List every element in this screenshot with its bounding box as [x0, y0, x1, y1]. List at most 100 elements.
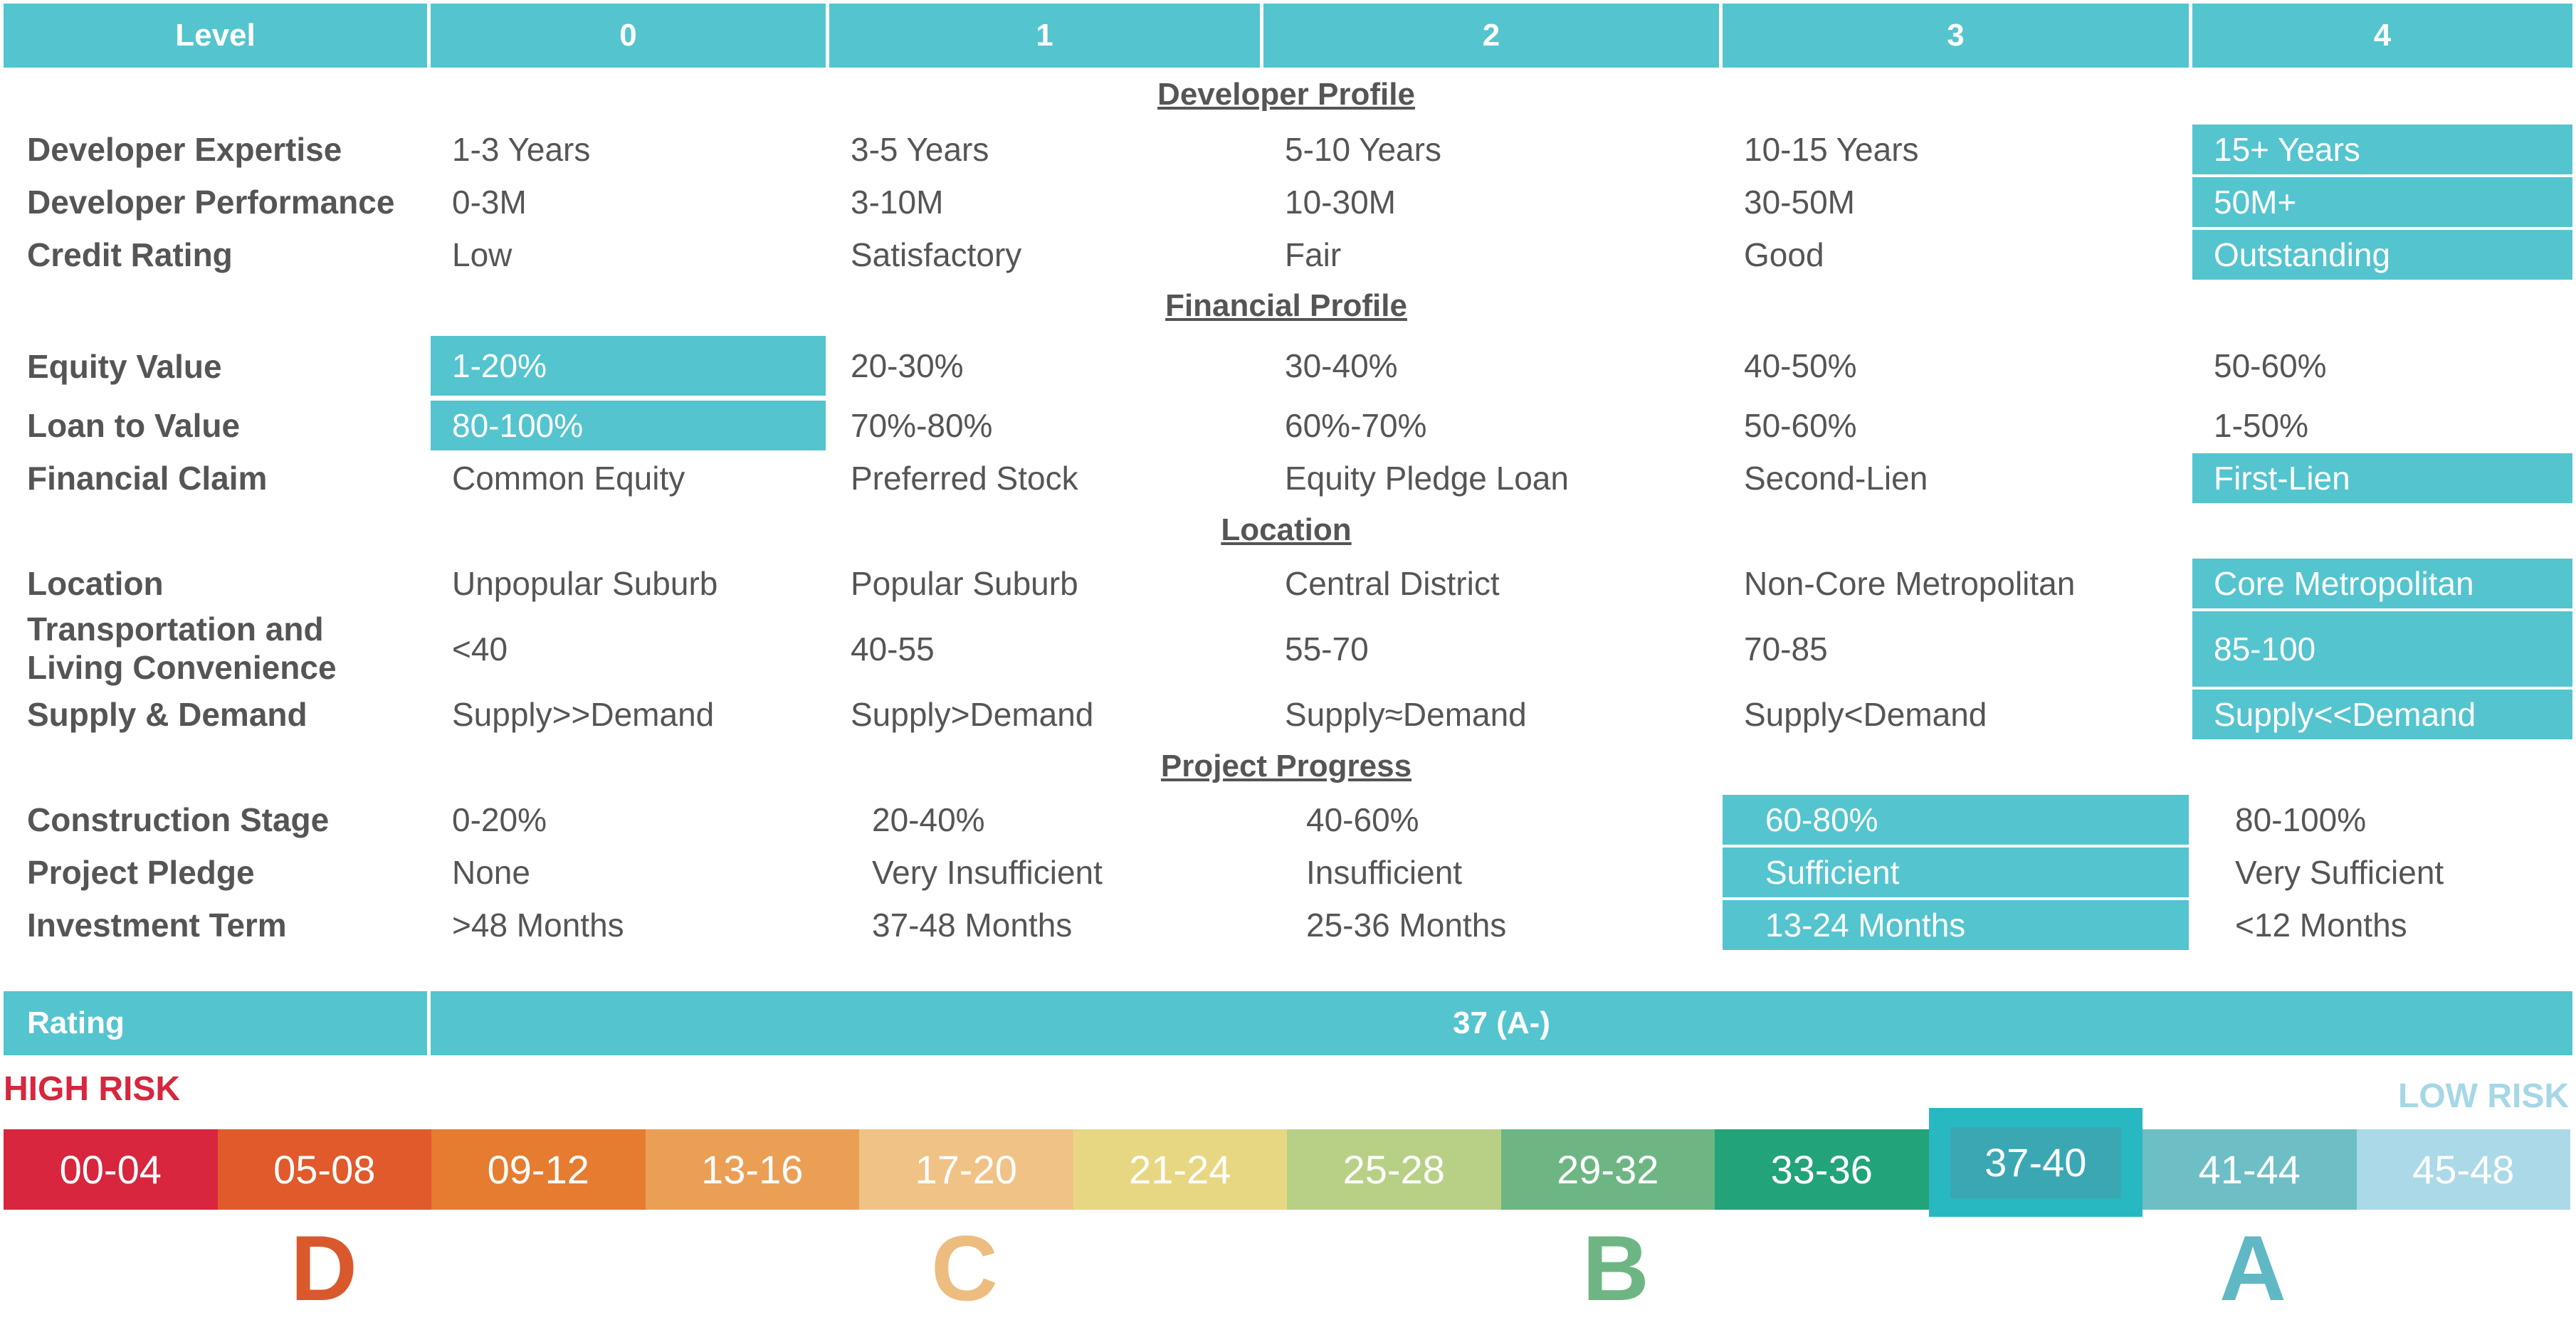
- level-cell: 70%-80%: [851, 407, 993, 444]
- level-cell: Popular Suburb: [851, 565, 1078, 602]
- level-cell: 3-10M: [851, 184, 944, 221]
- level-cell: Supply>Demand: [851, 696, 1094, 733]
- level-cell: 10-30M: [1285, 184, 1396, 221]
- level-cell: 40-60%: [1306, 801, 1419, 838]
- row-label: Financial Claim: [27, 460, 268, 497]
- level-cell-selected: 13-24 Months: [1723, 900, 2189, 950]
- scale-segment-current: 37-40: [1928, 1108, 2143, 1217]
- row-label: Transportation and: [27, 611, 324, 648]
- level-cell: 1-50%: [2214, 407, 2308, 444]
- level-cell-selected: Supply<<Demand: [2192, 690, 2572, 739]
- level-cell: Fair: [1285, 236, 1342, 273]
- level-cell: Non-Core Metropolitan: [1744, 565, 2076, 602]
- row-label: Project Pledge: [27, 854, 255, 891]
- section-location: Location: [1221, 512, 1352, 547]
- level-cell: Common Equity: [452, 460, 685, 497]
- row-label: Equity Value: [27, 348, 222, 385]
- level-cell: Insufficient: [1306, 854, 1463, 891]
- section-financial-profile: Financial Profile: [1165, 288, 1407, 323]
- scale-segment: 09-12: [431, 1129, 646, 1210]
- level-cell: Satisfactory: [851, 236, 1022, 273]
- level-cell: 80-100%: [2235, 801, 2367, 838]
- level-cell: 0-20%: [452, 801, 547, 838]
- level-cell: 50-60%: [1744, 407, 1857, 444]
- header-level-0: 0: [431, 4, 826, 68]
- row-label: Living Convenience: [27, 649, 337, 686]
- scale-segment-label: 37-40: [1950, 1126, 2121, 1198]
- level-cell: <12 Months: [2235, 907, 2407, 944]
- level-cell: Supply≈Demand: [1285, 696, 1527, 733]
- level-cell: Unpopular Suburb: [452, 565, 718, 602]
- level-cell: Very Sufficient: [2235, 854, 2444, 891]
- level-cell: 37-48 Months: [872, 907, 1073, 944]
- level-cell: 30-40%: [1285, 347, 1398, 384]
- level-cell: Good: [1744, 236, 1824, 273]
- level-cell: 40-55: [851, 630, 935, 667]
- level-cell: Preferred Stock: [851, 460, 1078, 497]
- level-cell-selected: 50M+: [2192, 177, 2572, 227]
- low-risk-label: LOW RISK: [2398, 1077, 2569, 1115]
- level-cell-selected: 1-20%: [431, 336, 826, 396]
- level-cell: 60%-70%: [1285, 407, 1427, 444]
- rating-value: 37 (A-): [431, 991, 2572, 1055]
- level-cell-selected: 80-100%: [431, 401, 826, 450]
- rating-label: Rating: [4, 991, 427, 1055]
- header-level-1: 1: [829, 4, 1260, 68]
- header-level: Level: [4, 4, 427, 68]
- high-risk-label: HIGH RISK: [4, 1070, 181, 1108]
- row-label: Developer Expertise: [27, 131, 342, 168]
- grade-b: B: [1582, 1216, 1649, 1320]
- scale-segment: 00-04: [4, 1129, 218, 1210]
- row-label: Loan to Value: [27, 407, 241, 444]
- level-cell: Supply>>Demand: [452, 696, 715, 733]
- level-cell: None: [452, 854, 530, 891]
- scale-segment: 33-36: [1715, 1129, 1929, 1210]
- level-cell-selected: First-Lien: [2192, 453, 2572, 503]
- scale-segment: 29-32: [1500, 1129, 1715, 1210]
- scale-segment: 25-28: [1287, 1129, 1501, 1210]
- level-cell: 10-15 Years: [1744, 131, 1919, 168]
- header-level-3: 3: [1723, 4, 2189, 68]
- level-cell-selected: Core Metropolitan: [2192, 559, 2572, 608]
- section-project-progress: Project Progress: [1160, 749, 1412, 783]
- scale-segment: 45-48: [2356, 1129, 2570, 1210]
- level-cell-selected: 60-80%: [1723, 795, 2189, 845]
- row-label: Developer Performance: [27, 184, 395, 221]
- level-cell: Second-Lien: [1744, 460, 1928, 497]
- level-cell: 20-30%: [851, 347, 964, 384]
- scale-segment: 41-44: [2143, 1129, 2357, 1210]
- row-label: Credit Rating: [27, 236, 233, 273]
- row-label: Investment Term: [27, 907, 287, 944]
- level-cell: 25-36 Months: [1306, 907, 1507, 944]
- level-cell: 20-40%: [872, 801, 985, 838]
- level-cell: 0-3M: [452, 184, 527, 221]
- scale-segment: 05-08: [217, 1129, 431, 1210]
- level-cell: >48 Months: [452, 907, 624, 944]
- level-cell: Low: [452, 236, 512, 273]
- level-cell: 5-10 Years: [1285, 131, 1441, 168]
- level-cell-selected: 85-100: [2192, 611, 2572, 687]
- row-label: Location: [27, 565, 164, 602]
- scale-segment: 17-20: [859, 1129, 1073, 1210]
- level-cell: Central District: [1285, 565, 1500, 602]
- grade-c: C: [931, 1216, 998, 1320]
- grade-a: A: [2219, 1216, 2286, 1320]
- level-cell: 50-60%: [2214, 347, 2327, 384]
- header-level-2: 2: [1263, 4, 1719, 68]
- level-cell: 1-3 Years: [452, 131, 591, 168]
- level-cell: <40: [452, 630, 508, 667]
- level-cell: Supply<Demand: [1744, 696, 1987, 733]
- level-cell: Very Insufficient: [872, 854, 1103, 891]
- grade-d: D: [290, 1216, 357, 1320]
- level-cell: 3-5 Years: [851, 131, 989, 168]
- row-label: Supply & Demand: [27, 696, 307, 733]
- scale-segment: 21-24: [1073, 1129, 1287, 1210]
- row-label: Construction Stage: [27, 801, 330, 838]
- level-cell-selected: 15+ Years: [2192, 125, 2572, 174]
- level-cell: 55-70: [1285, 630, 1369, 667]
- level-cell: Equity Pledge Loan: [1285, 460, 1569, 497]
- level-cell-selected: Outstanding: [2192, 230, 2572, 280]
- section-developer-profile: Developer Profile: [1157, 77, 1415, 112]
- level-cell: 70-85: [1744, 630, 1828, 667]
- level-cell: 30-50M: [1744, 184, 1855, 221]
